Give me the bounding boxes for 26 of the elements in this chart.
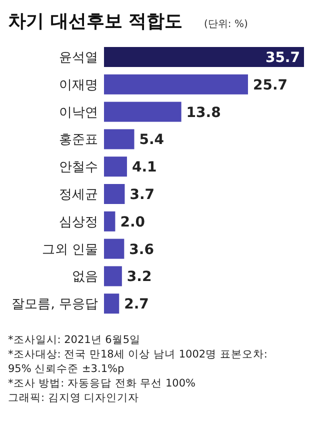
data-label: 3.2	[126, 269, 152, 286]
data-label: 35.7	[265, 50, 300, 66]
data-label: 13.8	[186, 104, 221, 121]
y-tick-label: 그외 인물	[42, 242, 98, 258]
text: *조사일시: 2021년 6월5일	[8, 334, 141, 346]
chart-subtitle: (단위: %)	[204, 19, 248, 30]
data-label: 4.1	[132, 160, 157, 176]
text: *조사대상: 전국 만18세 이상 남녀 1002명 표본오차: 95% 신뢰수준 ±3.1%p	[8, 348, 268, 375]
y-tick-label: 윤석열	[59, 50, 98, 66]
data-label: 25.7	[252, 77, 288, 94]
text: *조사 방법: 자동응답 전화 무선 100%	[8, 378, 196, 390]
y-tick-label: 안철수	[59, 160, 98, 176]
y-tick-label: 심상정	[59, 214, 98, 230]
data-label: 3.7	[130, 187, 155, 203]
data-label: 2.0	[120, 214, 146, 230]
y-tick-label: 홍준표	[59, 132, 98, 148]
y-tick-label: 잘모름, 무응답	[12, 297, 98, 312]
y-tick-label: 없음	[72, 270, 98, 285]
y-tick-label: 이재명	[59, 78, 98, 93]
y-tick-label: 정세균	[59, 188, 98, 202]
data-label: 3.6	[129, 242, 154, 258]
y-tick-label: 이낙연	[59, 105, 98, 120]
chart-title: 차기 대선후보 적합도	[8, 11, 183, 32]
data-label: 2.7	[124, 296, 149, 313]
data-label: 5.4	[139, 132, 164, 148]
text: 그래픽: 김지영 디자인기자	[8, 392, 140, 404]
